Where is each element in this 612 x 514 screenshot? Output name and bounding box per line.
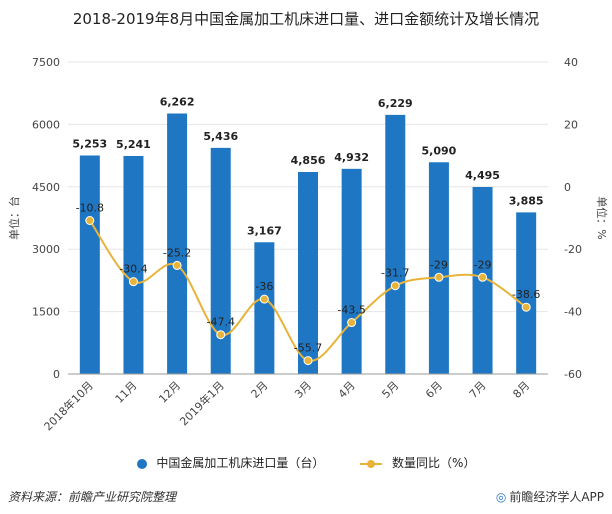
y-right-tick-label: 40: [564, 56, 578, 69]
bar-value-label: 6,229: [378, 97, 413, 110]
line-point: [478, 272, 488, 282]
brand-name: 前瞻经济学人APP: [509, 490, 604, 504]
line-value-label: -55.7: [294, 342, 322, 355]
bar-value-label: 5,253: [72, 137, 107, 150]
bar: [79, 155, 100, 374]
bar: [341, 168, 362, 374]
line-point: [434, 272, 444, 282]
bar-value-label: 4,932: [334, 151, 369, 164]
y-left-axis-title: 单位：台: [7, 196, 21, 240]
line-point: [303, 356, 313, 366]
y-left-tick-label: 3000: [32, 243, 60, 256]
line-value-label: -36: [255, 280, 273, 293]
line-point: [259, 294, 269, 304]
bar-value-label: 5,090: [422, 144, 457, 157]
brand-logo-icon: ◎: [495, 490, 507, 504]
y-right-tick-label: -40: [564, 306, 582, 319]
y-right-tick-label: 20: [564, 118, 578, 131]
x-tick-label: 7月: [467, 379, 489, 401]
bar-value-label: 3,885: [509, 194, 544, 207]
y-left-tick-label: 1500: [32, 306, 60, 319]
y-right-axis-title: 单位：%: [595, 196, 609, 239]
x-tick-label: 2019年1月: [177, 378, 227, 428]
x-tick-label: 8月: [510, 379, 532, 401]
line-point: [85, 215, 95, 225]
y-right-tick-label: -60: [564, 368, 582, 381]
legend-bar-swatch: [136, 458, 147, 469]
line-value-label: -10.8: [76, 201, 104, 214]
legend-item-line: 数量同比（%）: [360, 454, 475, 471]
x-tick-label: 2月: [249, 379, 271, 401]
bar: [254, 242, 275, 374]
legend-bar-label: 中国金属加工机床进口量（台）: [156, 456, 325, 470]
x-tick-label: 12月: [156, 379, 183, 406]
bar: [167, 113, 188, 375]
x-tick-label: 4月: [336, 379, 358, 401]
bar-value-label: 6,262: [160, 96, 195, 109]
line-series: [85, 215, 531, 366]
bars: [79, 113, 537, 375]
line-value-label: -29: [474, 258, 492, 271]
y-left-tick-label: 4500: [32, 181, 60, 194]
line-point: [521, 302, 531, 312]
bar-value-label: 4,495: [465, 169, 500, 182]
x-tick-label: 2018年10月: [41, 378, 96, 433]
bar: [385, 114, 406, 374]
y-left-tick-label: 7500: [32, 56, 60, 69]
x-tick-label: 3月: [292, 379, 314, 401]
legend: 中国金属加工机床进口量（台） 数量同比（%）: [0, 454, 612, 471]
line-point: [347, 318, 357, 328]
line-point: [216, 330, 226, 340]
line-point: [390, 281, 400, 291]
bar-value-label: 5,436: [203, 130, 238, 143]
legend-item-bar: 中国金属加工机床进口量（台）: [136, 454, 325, 471]
line-value-label: -30.4: [119, 263, 147, 276]
line-value-label: -47.4: [206, 316, 234, 329]
y-right-tick-label: -20: [564, 243, 582, 256]
bar: [428, 162, 449, 374]
source-note: 资料来源：前瞻产业研究院整理: [8, 490, 177, 504]
x-tick-label: 5月: [379, 379, 401, 401]
line-value-label: -31.7: [381, 267, 409, 280]
bar: [123, 155, 144, 374]
bar-value-label: 3,167: [247, 224, 282, 237]
line-point: [128, 277, 138, 287]
y-right-tick-label: 0: [564, 181, 571, 194]
bar: [298, 171, 318, 374]
bar: [210, 147, 231, 374]
bar-value-label: 5,241: [116, 138, 151, 151]
chart-title: 2018-2019年8月中国金属加工机床进口量、进口金额统计及增长情况: [72, 10, 540, 28]
line-value-label: -25.2: [163, 246, 191, 259]
brand-credit: ◎ 前瞻经济学人APP: [496, 488, 604, 505]
data-labels: 5,253 5,241 6,262 5,436 3,167 4,856 4,932 6,229…: [72, 96, 543, 355]
bar-value-label: 4,856: [291, 154, 326, 167]
legend-line-label: 数量同比（%）: [392, 456, 476, 470]
y-left-tick-label: 6000: [32, 118, 60, 131]
legend-line-swatch: [360, 459, 383, 469]
line-value-label: -29: [430, 258, 448, 271]
x-tick-label: 11月: [113, 379, 140, 406]
bar: [516, 212, 537, 374]
yoy-line: [89, 219, 527, 362]
line-value-label: -38.6: [512, 288, 540, 301]
y-left-tick-label: 0: [53, 368, 60, 381]
line-point: [172, 260, 182, 270]
x-tick-label: 6月: [423, 379, 445, 401]
line-value-label: -43.5: [337, 304, 365, 317]
